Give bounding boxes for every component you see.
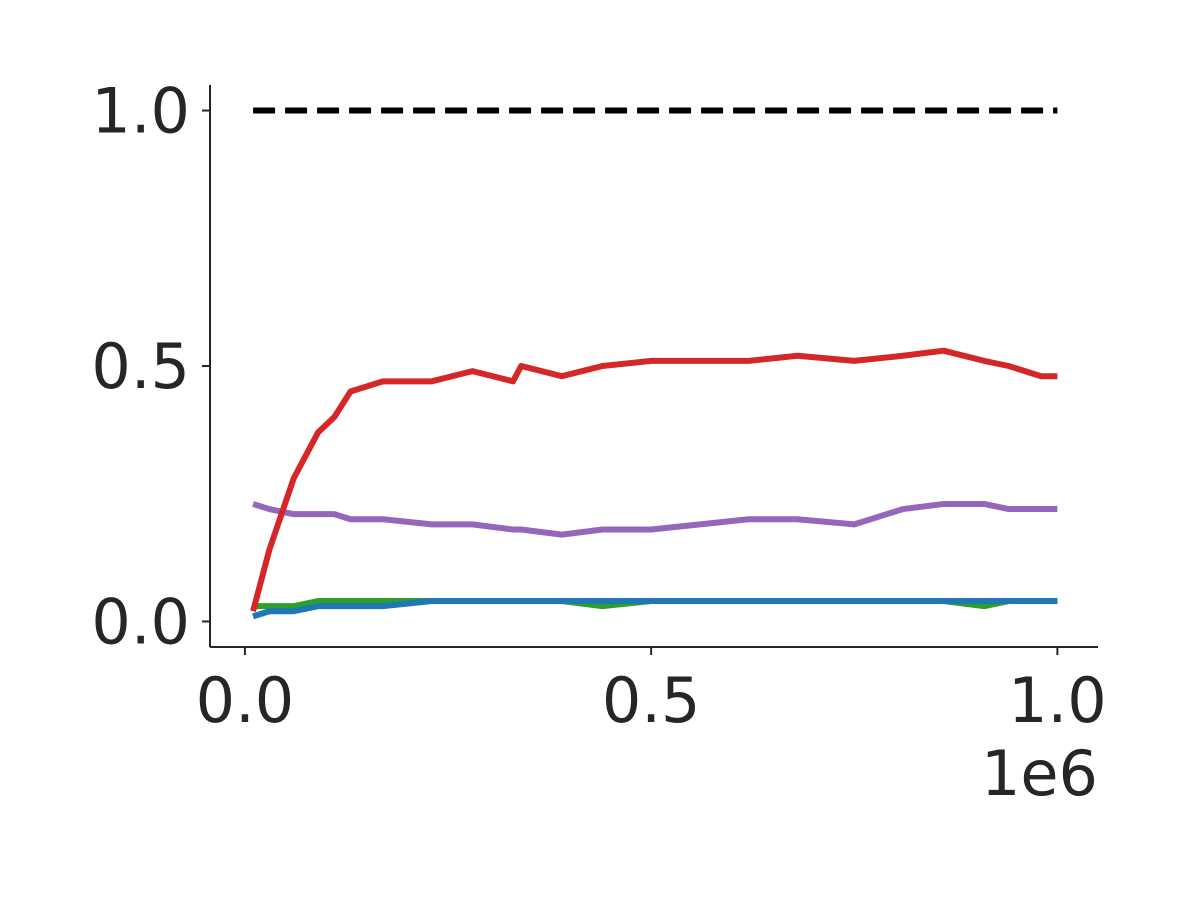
x-tick-label: 0.0 — [196, 664, 295, 737]
y-tick-label: 1.0 — [91, 75, 190, 148]
x-tick-label: 0.5 — [602, 664, 701, 737]
y-tick-label: 0.0 — [91, 585, 190, 658]
series-line — [250, 347, 1058, 613]
series-line — [252, 500, 1058, 538]
y-tick-label: 0.5 — [91, 330, 190, 403]
x-offset-label: 1e6 — [981, 737, 1098, 810]
series-line — [252, 598, 1058, 620]
x-tick-label: 1.0 — [1008, 664, 1107, 737]
